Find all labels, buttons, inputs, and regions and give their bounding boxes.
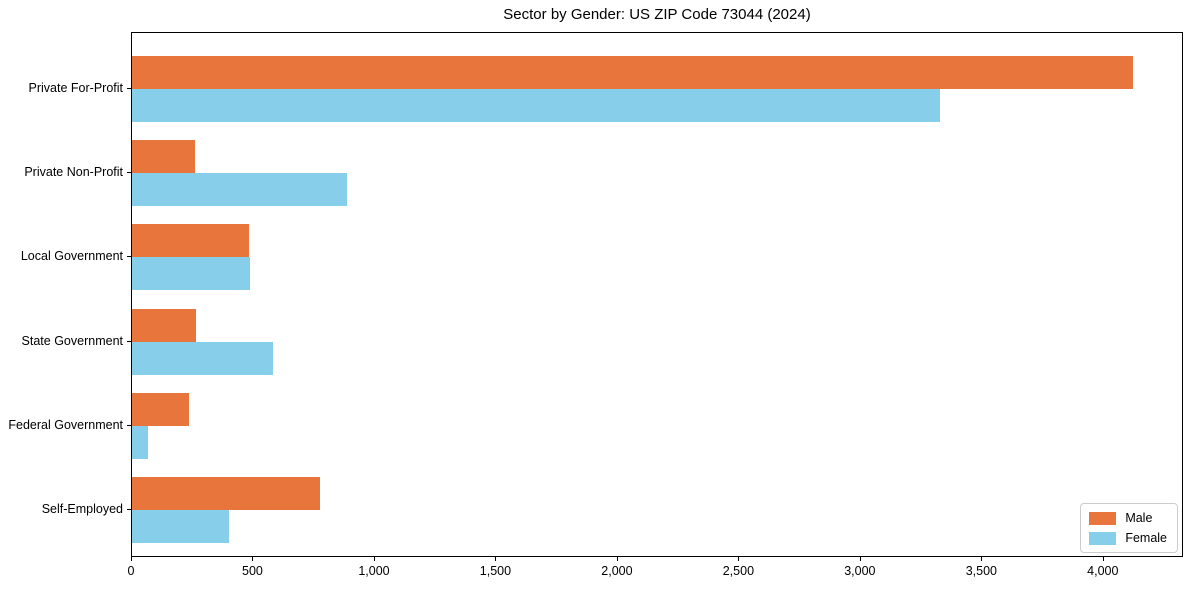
- y-tick-mark: [127, 509, 131, 510]
- x-tick-mark: [738, 557, 740, 561]
- x-tick-mark: [859, 557, 861, 561]
- bar-female-state-government: [132, 341, 273, 375]
- x-tick-label: 3,500: [965, 564, 997, 578]
- x-tick-label: 500: [242, 564, 263, 578]
- x-tick-label: 2,500: [722, 564, 755, 578]
- x-tick-label: 2,000: [601, 564, 633, 578]
- bar-female-local-government: [132, 257, 250, 291]
- y-tick-mark: [127, 172, 131, 174]
- legend-label-female: Female: [1125, 531, 1167, 545]
- x-tick-mark: [1102, 557, 1104, 561]
- y-tick-label-private-for-profit: Private For-Profit: [28, 81, 123, 95]
- x-tick-mark: [616, 557, 618, 561]
- bar-male-private-non-profit: [132, 140, 196, 174]
- plot-area: [131, 32, 1183, 557]
- x-tick-mark: [252, 557, 254, 561]
- bar-male-local-government: [132, 224, 249, 258]
- bar-male-state-government: [132, 308, 197, 342]
- y-tick-label-state-government: State Government: [21, 333, 123, 348]
- legend: Male Female: [1080, 503, 1178, 553]
- x-tick-mark: [131, 557, 132, 561]
- x-tick-label: 3,000: [844, 564, 876, 578]
- x-tick-label: 1,000: [358, 564, 390, 578]
- bar-female-private-non-profit: [132, 173, 348, 207]
- chart-title: Sector by Gender: US ZIP Code 73044 (202…: [503, 6, 811, 23]
- y-tick-mark: [127, 424, 131, 426]
- legend-label-male: Male: [1125, 511, 1153, 525]
- y-tick-label-self-employed: Self-Employed: [41, 502, 123, 516]
- y-tick-label-private-non-profit: Private Non-Profit: [24, 165, 123, 180]
- x-tick-mark: [981, 557, 983, 561]
- x-tick-mark: [373, 557, 375, 561]
- bar-male-private-for-profit: [132, 56, 1133, 89]
- legend-swatch-male: [1089, 511, 1117, 525]
- legend-swatch-female: [1089, 531, 1117, 545]
- x-tick-label: 0: [127, 564, 135, 578]
- bar-female-self-employed: [132, 510, 230, 543]
- y-tick-mark: [127, 340, 131, 342]
- bar-female-federal-government: [132, 425, 148, 459]
- legend-item-male: Male: [1089, 511, 1167, 525]
- x-tick-label: 1,500: [479, 564, 512, 578]
- x-tick-label: 4,000: [1087, 564, 1119, 578]
- bar-male-federal-government: [132, 392, 190, 426]
- x-tick-mark: [495, 557, 497, 561]
- bar-male-self-employed: [132, 477, 321, 510]
- y-tick-label-local-government: Local Government: [20, 249, 123, 264]
- y-tick-mark: [127, 256, 131, 258]
- bar-female-private-for-profit: [132, 89, 940, 122]
- y-tick-mark: [127, 88, 131, 89]
- legend-item-female: Female: [1089, 531, 1167, 545]
- y-tick-label-federal-government: Federal Government: [8, 417, 123, 432]
